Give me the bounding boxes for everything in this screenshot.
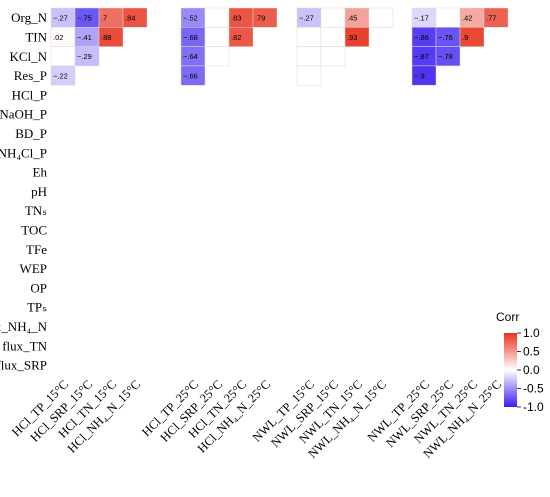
row-label: flux_NH₄_N (0, 319, 48, 334)
cell-value: −.76 (438, 33, 453, 42)
cell-value: .45 (347, 13, 357, 22)
row-label: HCl_P (12, 87, 47, 102)
cell-value: .88 (101, 33, 111, 42)
cell-value: −.66 (183, 71, 198, 80)
cell-value: .02 (53, 33, 63, 42)
row-label: TNₛ (25, 203, 47, 218)
row-label: OP (30, 280, 47, 295)
cell-value: −.75 (77, 13, 92, 22)
row-label: KCl_N (9, 49, 47, 64)
heatmap-cell (296, 27, 322, 47)
legend-tick-label: -0.5 (523, 382, 544, 396)
row-label: flux_SRP (0, 358, 47, 373)
heatmap-cell (204, 46, 230, 67)
column-labels: HCl_TP_15°CHCl_SRP_15°CHCl_TN_15°CHCl_NH… (9, 377, 504, 461)
legend-tick-label: 1.0 (523, 326, 540, 340)
heatmap-cell (180, 65, 206, 86)
row-label: pH (31, 184, 47, 199)
cell-value: −.17 (414, 13, 429, 22)
cell-value: −.27 (53, 13, 68, 22)
heatmap-cell (320, 27, 346, 47)
cell-value: .7 (101, 13, 107, 22)
heatmap-cell (122, 7, 148, 28)
cell-value: −.27 (299, 13, 314, 22)
row-label: flux_TN (2, 338, 47, 353)
row-label: Res_P (14, 68, 47, 83)
row-label: WEP (20, 261, 47, 276)
cell-value: .77 (486, 13, 496, 22)
row-label: TFe (26, 242, 47, 257)
row-labels: Org_N TIN KCl_N Res_P HCl_P NaOH_P BD_P NH₄Cl_P… (0, 10, 48, 373)
heatmap-cell (483, 7, 509, 28)
cell-value: −.22 (53, 71, 68, 80)
cell-value: −.52 (183, 13, 198, 22)
legend-colorbar (504, 333, 517, 407)
heatmap-cell (74, 46, 100, 67)
heatmap-cell (296, 46, 322, 67)
cell-value: .83 (231, 13, 241, 22)
row-label: TIN (25, 30, 47, 45)
legend-tick-label: -1.0 (523, 400, 544, 414)
heatmap-cell (320, 46, 346, 67)
cell-value: −.9 (414, 71, 425, 80)
heatmap-panel: −.27 −.75 .7 .84 .02 −.41 .88 −.29 −.22 (50, 7, 148, 86)
color-legend: Corr 1.0 0.5 0.0 -0.5 -1.0 (496, 310, 544, 414)
heatmap-cell (459, 27, 485, 47)
cell-value: −.86 (414, 33, 429, 42)
row-label: BD_P (15, 126, 47, 141)
legend-tick-label: 0.0 (523, 363, 540, 377)
cell-value: .9 (462, 33, 468, 42)
heatmap-panel: −.17 .42 .77 −.86 −.76 .9 −.87 −.78 −.9 (411, 7, 509, 86)
heatmap-cell (411, 65, 437, 86)
heatmap-cell (296, 65, 322, 86)
heatmap-cell (435, 46, 461, 67)
heatmap-cell (50, 46, 76, 67)
cell-value: −.41 (77, 33, 92, 42)
heatmap-panel: −.52 .83 .79 −.68 .82 −.64 −.66 (180, 7, 278, 86)
cell-value: −.78 (438, 52, 453, 61)
heatmap-cell (204, 7, 230, 28)
cell-value: −.87 (414, 52, 429, 61)
heatmap-cell (368, 7, 394, 28)
heatmap-cell (50, 65, 76, 86)
row-label: TPₛ (27, 300, 47, 315)
heatmap-cell (228, 27, 254, 47)
heatmap-cell (252, 7, 278, 28)
row-label: Eh (33, 165, 48, 180)
heatmap-cell (344, 27, 370, 47)
cell-value: −.68 (183, 33, 198, 42)
row-label: NH₄Cl_P (0, 145, 47, 160)
row-label: Org_N (11, 10, 47, 25)
cell-value: .84 (125, 13, 135, 22)
cell-value: .82 (231, 33, 241, 42)
heatmap-panel: −.27 .45 .93 (296, 7, 394, 86)
heatmap-cell (98, 27, 124, 47)
heatmap-cell (204, 27, 230, 47)
legend-tick-label: 0.5 (523, 345, 540, 359)
cell-value: −.29 (77, 52, 92, 61)
cell-value: .42 (462, 13, 472, 22)
heatmap-cell (435, 7, 461, 28)
cell-value: −.64 (183, 52, 198, 61)
row-label: NaOH_P (0, 107, 47, 122)
legend-title: Corr (496, 310, 519, 324)
heatmap-cell (320, 7, 346, 28)
cell-value: .93 (347, 33, 357, 42)
heatmap-panels: −.27 −.75 .7 .84 .02 −.41 .88 −.29 −.22 −.52 .83 .7… (50, 7, 509, 86)
row-label: TOC (21, 223, 47, 238)
cell-value: .79 (255, 13, 265, 22)
